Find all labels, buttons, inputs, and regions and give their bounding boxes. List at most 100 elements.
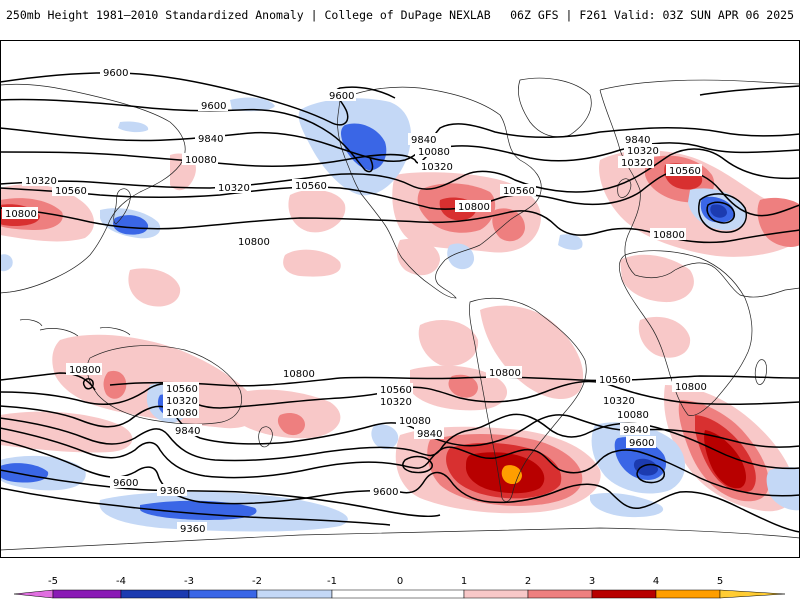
- contour-label: 10320: [166, 396, 198, 407]
- contour-label: 9600: [373, 487, 398, 498]
- label-bg: [177, 522, 207, 534]
- label-bg: [596, 373, 632, 385]
- label-bg: [666, 164, 702, 176]
- colorbar-tick: 5: [717, 576, 723, 587]
- colorbar-segment-neg2: [188, 589, 258, 599]
- anomaly-pos1-tropic-west: [128, 268, 181, 307]
- contour-label: 10800: [458, 202, 490, 213]
- colorbar-segment-neg1: [256, 589, 333, 599]
- contour-9600-nh-b: [0, 98, 374, 173]
- contour-label: 10800: [283, 369, 315, 380]
- contour-label: 10800: [489, 368, 521, 379]
- contour-label: 10080: [418, 147, 450, 158]
- label-bg: [66, 363, 102, 375]
- contour-label: 10320: [25, 176, 57, 187]
- contour-label: 10320: [421, 162, 453, 173]
- anomaly-neg1-westpacific: [0, 254, 13, 272]
- anomaly-neg1-eastpacific: [371, 424, 399, 450]
- colorbar-segment-neg4: [52, 589, 122, 599]
- contour-label: 9840: [625, 135, 650, 146]
- model-run-info: 06Z GFS | F261 Valid: 03Z SUN APR 06 202…: [510, 8, 794, 22]
- label-bg: [100, 66, 130, 78]
- contour-label: 10320: [380, 397, 412, 408]
- label-bg: [52, 184, 88, 196]
- contour-label: 9600: [629, 438, 654, 449]
- label-bg: [110, 476, 140, 488]
- anomaly-pos1-tropic-southamerica: [480, 305, 584, 400]
- contour-10800-loop-indian: [82, 378, 94, 390]
- contour-label: 10320: [603, 396, 635, 407]
- label-bg: [408, 133, 438, 145]
- contour-label: 10560: [503, 186, 535, 197]
- label-bg: [626, 436, 656, 448]
- colorbar-tick: -3: [184, 576, 194, 587]
- contour-label: 9600: [103, 68, 128, 79]
- label-bg: [650, 228, 686, 240]
- contour-10560-nh: [0, 169, 800, 217]
- contour-label: 10800: [69, 365, 101, 376]
- colorbar-segments: [13, 589, 786, 599]
- colorbar-segment-pos4: [655, 589, 721, 599]
- anomaly-pos1-northpacific: [288, 189, 346, 233]
- anomaly-pos1-tropic-mid: [418, 320, 479, 367]
- coast-newzealand: [258, 426, 273, 448]
- coast-japan: [113, 188, 131, 225]
- colorbar-segment-neg5: [13, 589, 54, 599]
- contour-label: 9840: [198, 134, 223, 145]
- label-bg: [157, 484, 187, 496]
- contour-label: 9840: [411, 135, 436, 146]
- label-bg: [163, 406, 199, 418]
- label-bg: [198, 99, 228, 111]
- label-bg: [672, 380, 708, 392]
- contour-label: 9600: [113, 478, 138, 489]
- anomaly-neg1-east-southern: [766, 467, 800, 511]
- contour-label: 10800: [5, 209, 37, 220]
- coast-indonesia: [19, 319, 131, 337]
- coast-eastasia: [0, 83, 186, 294]
- anomaly-neg1-northpac-b: [118, 121, 149, 133]
- coast-africa: [618, 250, 753, 416]
- colorbar-segment-pos3: [591, 589, 657, 599]
- label-bg: [377, 383, 413, 395]
- contour-label: 9360: [160, 486, 185, 497]
- label-bg: [486, 366, 522, 378]
- anomaly-pos2-atlantic: [492, 208, 525, 242]
- anomaly-map: 9600 9600 9600 9840 9840 9840 10080 1008…: [0, 40, 800, 558]
- anomaly-pos2-tasman: [277, 413, 305, 436]
- contour-label: 10800: [238, 237, 270, 248]
- label-bg: [614, 408, 650, 420]
- map-title: 250mb Height 1981–2010 Standardized Anom…: [6, 8, 491, 22]
- label-bg: [500, 184, 536, 196]
- colorbar-tick: 0: [397, 576, 403, 587]
- label-bg: [620, 423, 650, 435]
- label-bg: [624, 144, 660, 156]
- anomaly-neg2-japan: [113, 215, 149, 235]
- anomaly-pos1-pacific-sub: [283, 249, 341, 277]
- contour-label: 10080: [166, 408, 198, 419]
- label-bg: [622, 133, 652, 145]
- contour-label: 10560: [295, 181, 327, 192]
- colorbar-segment-pos1: [463, 589, 529, 599]
- label-bg: [280, 367, 316, 379]
- contour-label: 10560: [166, 384, 198, 395]
- coast-northamerica: [337, 86, 542, 299]
- label-bg: [370, 485, 400, 497]
- anomaly-neg3-southatlantic: [633, 458, 658, 476]
- colorbar-segment-pos2: [527, 589, 593, 599]
- coast-madagascar: [754, 359, 767, 385]
- contour-label: 10800: [653, 230, 685, 241]
- contour-9840-sh: [0, 427, 800, 497]
- label-bg: [292, 179, 328, 191]
- label-bg: [455, 200, 491, 212]
- colorbar-segment-pos5: [719, 589, 786, 599]
- colorbar-tick: 2: [525, 576, 531, 587]
- colorbar: -5 -4 -3 -2 -1 0 1 2 3 4 5: [0, 570, 800, 600]
- colorbar-tick: -2: [252, 576, 262, 587]
- anomaly-neg3-mediterranean: [710, 204, 727, 218]
- contour-label: 10560: [55, 186, 87, 197]
- label-bg: [2, 207, 38, 219]
- label-bg: [22, 174, 58, 186]
- contour-loop-mediterranean: [698, 193, 747, 233]
- colorbar-tick: 3: [589, 576, 595, 587]
- contour-label: 10080: [185, 155, 217, 166]
